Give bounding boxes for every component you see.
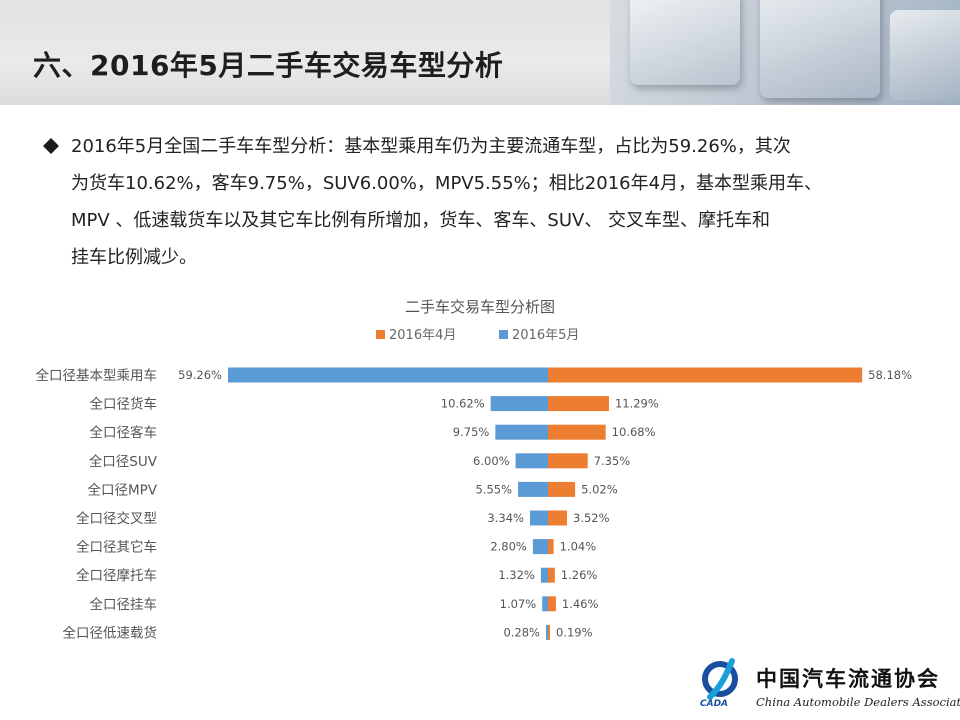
category-label: 全口径挂车 [90,596,158,613]
bar-april [548,453,588,469]
legend-label-may: 2016年5月 [512,328,579,343]
bar-april [548,481,576,497]
category-label: 全口径MPV [87,481,157,498]
data-label-april: 10.68% [612,425,656,439]
header-decoration [610,0,960,105]
bar-may [542,596,548,612]
data-label-may: 0.28% [503,625,540,639]
cube-graphic [890,10,960,100]
data-label-may: 59.26% [178,368,222,382]
data-label-april: 58.18% [868,368,912,382]
bar-may [227,367,548,383]
data-label-may: 10.62% [441,397,485,411]
data-label-april: 1.04% [560,540,597,554]
category-label: 全口径摩托车 [76,567,157,584]
summary-line: 为货车10.62%，客车9.75%，SUV6.00%，MPV5.55%；相比20… [71,173,823,194]
data-label-may: 2.80% [490,540,527,554]
bar-april [548,367,863,383]
bar-april [548,624,550,640]
data-label-may: 1.07% [500,597,537,611]
category-label: 全口径基本型乘用车 [36,367,158,384]
bar-may [532,539,548,555]
data-label-april: 7.35% [594,454,631,468]
data-label-may: 6.00% [473,454,510,468]
bar-april [548,510,568,526]
summary-line: MPV 、低速载货车以及其它车比例有所增加，货车、客车、SUV、 交叉车型、摩托… [71,210,771,231]
logo-name-cn: 中国汽车流通协会 [756,666,940,691]
bar-april [548,567,555,583]
cube-graphic [760,0,880,98]
bar-may [546,624,548,640]
logo-name-en: China Automobile Dealers Association [756,695,960,709]
bar-april [548,424,606,440]
summary-text: 2016年5月全国二手车车型分析：基本型乘用车仍为主要流通车型，占比为59.26… [71,128,921,276]
logo-abbreviation: CADA [700,699,729,709]
data-label-may: 9.75% [453,425,490,439]
data-label-may: 3.34% [487,511,524,525]
diamond-bullet-icon [43,138,59,154]
page-title: 六、2016年5月二手车交易车型分析 [33,49,504,82]
category-label: 全口径低速载货 [63,624,158,641]
data-label-april: 1.26% [561,568,598,582]
cada-emblem-icon [702,658,738,700]
data-label-april: 11.29% [615,397,659,411]
bar-may [515,453,548,469]
bar-may [540,567,548,583]
data-label-may: 5.55% [475,482,512,496]
category-label: 全口径客车 [90,424,158,441]
bar-april [548,396,609,412]
bar-may [490,396,548,412]
header-banner: 六、2016年5月二手车交易车型分析 [0,0,960,105]
cada-logo: CADA 中国汽车流通协会 China Automobile Dealers A… [696,655,960,713]
data-label-april: 5.02% [581,482,618,496]
category-label: 全口径货车 [90,396,158,413]
category-label: 全口径SUV [89,453,158,470]
summary-line: 挂车比例减少。 [71,247,197,268]
bar-may [518,481,548,497]
bar-april [548,596,556,612]
bar-may [529,510,548,526]
data-label-april: 0.19% [556,625,593,639]
category-label: 全口径其它车 [76,539,157,556]
data-label-april: 1.46% [562,597,599,611]
summary-line: 2016年5月全国二手车车型分析：基本型乘用车仍为主要流通车型，占比为59.26… [71,136,791,157]
bar-may [495,424,548,440]
legend-swatch-may [499,330,508,339]
category-label: 全口径交叉型 [76,510,157,527]
data-label-may: 1.32% [498,568,535,582]
bar-april [548,539,554,555]
cube-graphic [630,0,740,85]
chart-title: 二手车交易车型分析图 [405,298,555,316]
legend-label-april: 2016年4月 [389,328,456,343]
legend-swatch-april [376,330,385,339]
data-label-april: 3.52% [573,511,610,525]
